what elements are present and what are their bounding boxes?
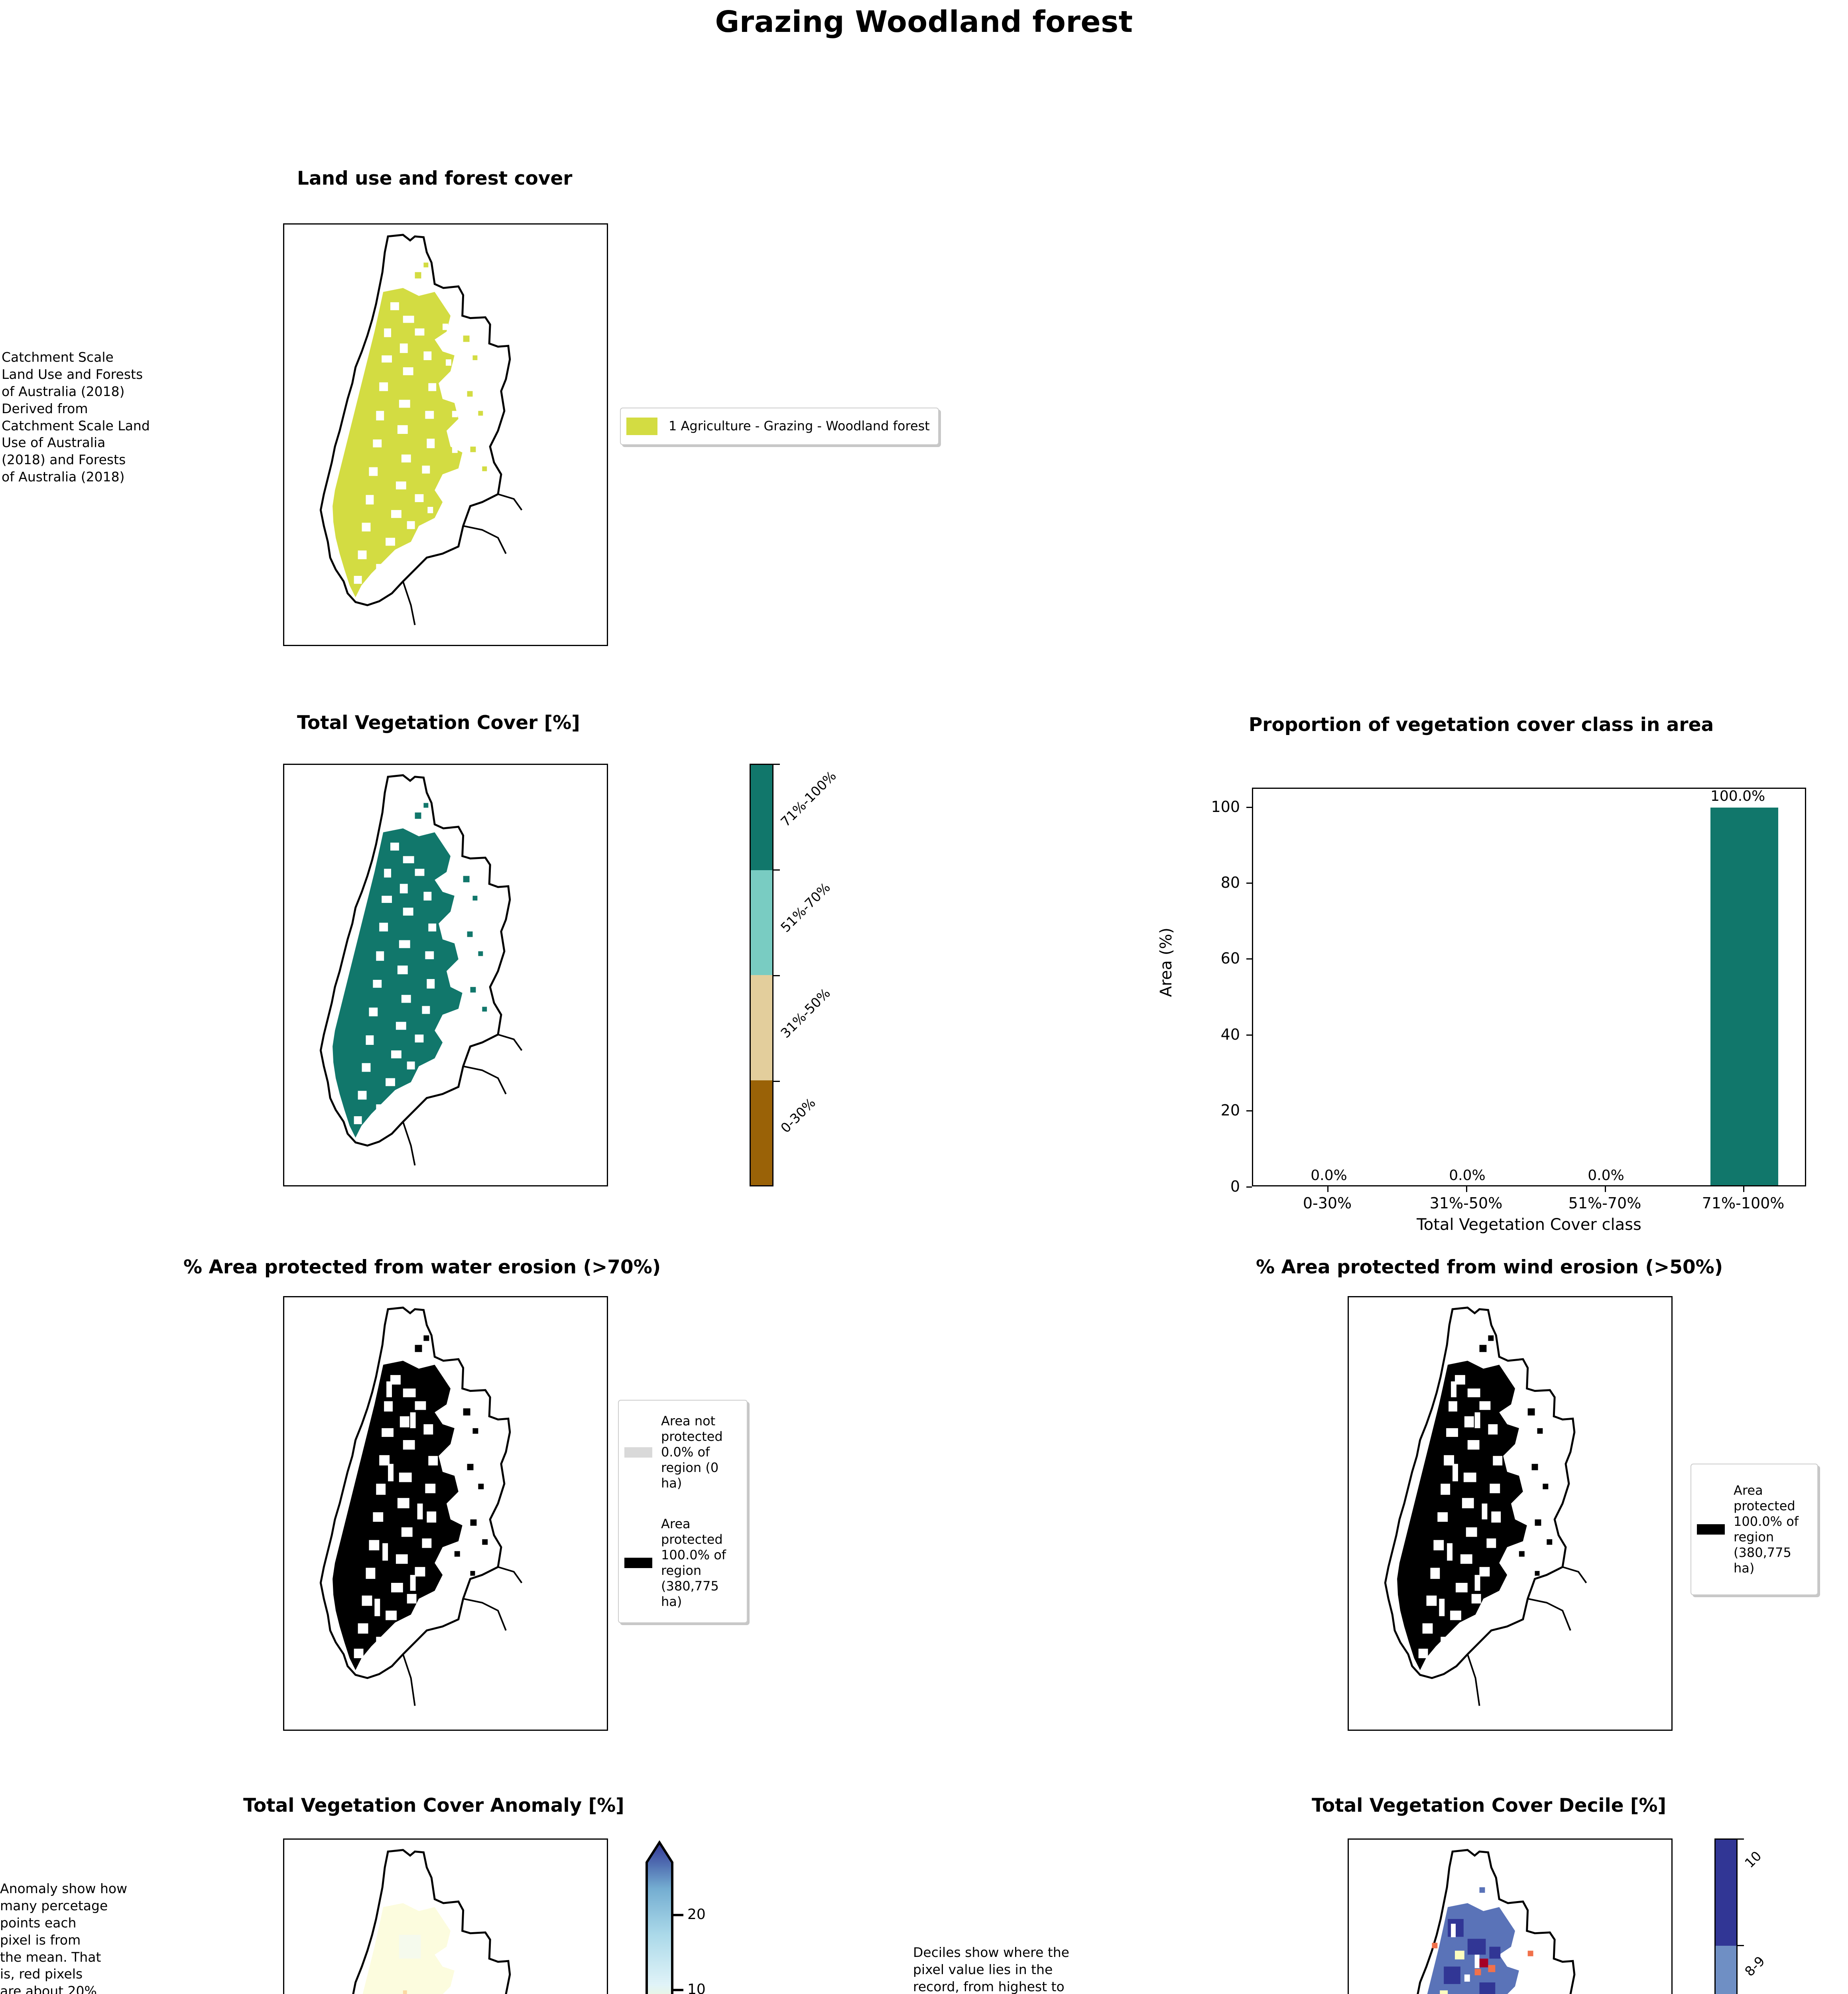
anomaly-cbar-tick-0: 20: [687, 1906, 706, 1923]
vegcover-cbar-label-0: 71%-100%: [777, 768, 839, 830]
wind-erosion-panel-title: % Area protected from wind erosion (>50%…: [1256, 1256, 1723, 1278]
anomaly-map[interactable]: [283, 1838, 608, 1994]
water-erosion-panel-title-wrap: % Area protected from water erosion (>70…: [183, 1256, 661, 1278]
vegcover-cbar-label-3: 0-30%: [777, 1095, 819, 1136]
landuse-legend-label: 1 Agriculture - Grazing - Woodland fores…: [669, 418, 930, 434]
decile-panel-title-wrap: Total Vegetation Cover Decile [%]: [1312, 1795, 1666, 1817]
decile-map[interactable]: [1348, 1838, 1673, 1994]
water-erosion-map[interactable]: [283, 1296, 608, 1731]
vegcover-cbar-seg-2: [751, 975, 772, 1080]
chart-x-axis-title: Total Vegetation Cover class: [1417, 1216, 1641, 1234]
chart-ytick-3: 60: [1220, 950, 1240, 967]
vegcover-cbar-seg-0: [751, 765, 772, 870]
vegcover-cbar-seg-3: [751, 1080, 772, 1185]
chart-ytick-4: 80: [1220, 874, 1240, 891]
chart-title: Proportion of vegetation cover class in …: [1248, 714, 1714, 736]
landuse-map[interactable]: [283, 223, 608, 646]
chart-bar-3[interactable]: [1710, 808, 1778, 1185]
chart-xtick-3: 71%-100%: [1702, 1194, 1785, 1212]
chart-ytick-1: 20: [1220, 1101, 1240, 1119]
wind-erosion-legend-item-0: Area protected 100.0% of region (380,775…: [1697, 1483, 1799, 1576]
chart-ytick-5: 100: [1211, 798, 1240, 816]
landuse-legend[interactable]: 1 Agriculture - Grazing - Woodland fores…: [620, 408, 939, 445]
vegcover-colorbar: 71%-100% 51%-70% 31%-50% 0-30%: [750, 764, 949, 1186]
page-title: Grazing Woodland forest: [715, 5, 1133, 39]
decile-cbar-label-1: 8-9: [1742, 1953, 1768, 1980]
decile-note: Deciles show where the pixel value lies …: [913, 1945, 1069, 1994]
wind-erosion-map[interactable]: [1348, 1296, 1673, 1731]
water-erosion-legend-item-1: Area protected 100.0% of region (380,775…: [624, 1516, 726, 1610]
chart-xtick-0: 0-30%: [1303, 1194, 1352, 1212]
chart-y-axis-title: Area (%): [1157, 928, 1175, 997]
chart-ytick-2: 40: [1220, 1026, 1240, 1043]
chart-xtick-1: 31%-50%: [1429, 1194, 1503, 1212]
chart-xtick-2: 51%-70%: [1568, 1194, 1641, 1212]
wind-erosion-panel-title-wrap: % Area protected from wind erosion (>50%…: [1256, 1256, 1723, 1278]
landuse-panel-title-wrap: Land use and forest cover: [297, 167, 572, 189]
water-erosion-legend-label-1: Area protected 100.0% of region (380,775…: [661, 1516, 726, 1609]
vegcover-panel-title: Total Vegetation Cover [%]: [297, 712, 580, 734]
chart-ytick-0: 0: [1230, 1178, 1240, 1195]
water-erosion-legend-swatch-1: [624, 1557, 652, 1568]
wind-erosion-legend[interactable]: Area protected 100.0% of region (380,775…: [1691, 1464, 1818, 1595]
anomaly-map-graphic: [352, 1849, 511, 1994]
vegetation-proportion-chart: Proportion of vegetation cover class in …: [1144, 714, 1818, 1236]
anomaly-panel-title-wrap: Total Vegetation Cover Anomaly [%]: [243, 1795, 624, 1817]
chart-plot-area: 0.0% 0.0% 0.0% 100.0%: [1252, 788, 1806, 1186]
wind-erosion-legend-label-0: Area protected 100.0% of region (380,775…: [1734, 1482, 1799, 1576]
anomaly-note: Anomaly show how many percetage points e…: [0, 1881, 128, 1994]
water-erosion-legend-label-0: Area not protected 0.0% of region (0 ha): [661, 1413, 723, 1491]
decile-cbar-seg-0: [1716, 1840, 1736, 1946]
anomaly-panel-title: Total Vegetation Cover Anomaly [%]: [243, 1795, 624, 1817]
chart-bar-value-0: 0.0%: [1311, 1167, 1347, 1184]
landuse-legend-swatch: [626, 418, 657, 435]
landuse-panel-title: Land use and forest cover: [297, 167, 573, 189]
chart-bar-value-2: 0.0%: [1588, 1167, 1624, 1184]
vegcover-cbar-seg-1: [751, 870, 772, 975]
water-erosion-legend[interactable]: Area not protected 0.0% of region (0 ha)…: [618, 1400, 748, 1623]
wind-erosion-map-graphic: [1384, 1306, 1587, 1706]
wind-erosion-legend-swatch-0: [1697, 1524, 1725, 1535]
chart-bar-value-3: 100.0%: [1710, 788, 1765, 804]
water-erosion-map-graphic: [319, 1306, 523, 1706]
decile-cbar-seg-1: [1716, 1946, 1736, 1994]
landuse-source-note: Catchment Scale Land Use and Forests of …: [2, 349, 150, 485]
decile-panel-title: Total Vegetation Cover Decile [%]: [1312, 1795, 1666, 1817]
vegcover-map[interactable]: [283, 764, 608, 1186]
water-erosion-panel-title: % Area protected from water erosion (>70…: [183, 1256, 661, 1278]
water-erosion-legend-item-0: Area not protected 0.0% of region (0 ha): [624, 1413, 723, 1491]
water-erosion-legend-swatch-0: [624, 1447, 652, 1458]
decile-cbar-label-0: 10: [1742, 1848, 1765, 1871]
vegcover-panel-title-wrap: Total Vegetation Cover [%]: [297, 712, 580, 734]
anomaly-cbar-tick-1: 10: [687, 1981, 706, 1994]
decile-colorbar: 10 8-9 4-7 2-3 1: [1714, 1838, 1846, 1994]
vegcover-map-graphic: [319, 774, 523, 1166]
anomaly-colorbar-graphic: [646, 1840, 683, 1994]
vegcover-cbar-label-1: 51%-70%: [777, 879, 833, 936]
vegcover-cbar-label-2: 31%-50%: [777, 985, 833, 1041]
decile-map-graphic: [1417, 1849, 1576, 1994]
chart-bar-value-1: 0.0%: [1449, 1167, 1486, 1184]
anomaly-colorbar: 20 10 0 −10 −20: [627, 1838, 786, 1994]
landuse-map-graphic: [319, 234, 523, 625]
